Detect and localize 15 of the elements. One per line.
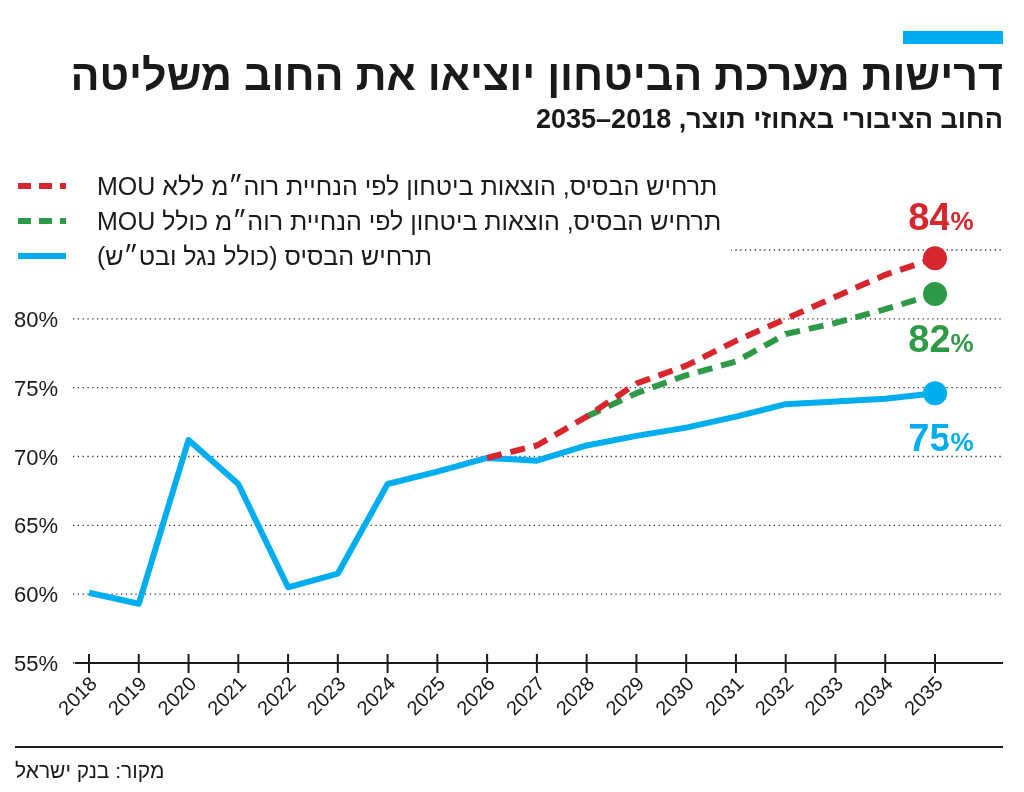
chart-title: דרישות מערכת הביטחון יוציאו את החוב משליטה <box>70 51 1003 99</box>
y-tick-label: 75% <box>13 375 58 401</box>
text: מקור: בנק ישראל <box>15 759 165 782</box>
y-tick-label: 55% <box>13 651 58 676</box>
y-tick-label: 80% <box>13 306 58 332</box>
y-tick-label: 65% <box>13 513 58 539</box>
y-tick-label: 60% <box>13 582 58 608</box>
chart-subtitle: החוב הציבורי באחוזי תוצר, 2018–2035 <box>536 104 1003 134</box>
y-tick-label: 70% <box>13 444 58 470</box>
legend-label: תרחיש הבסיס (כולל נגל ובט״ש) <box>97 242 433 270</box>
data-label: 82% <box>908 318 974 361</box>
data-label: 84% <box>908 196 974 239</box>
legend-label: תרחיש הבסיס, הוצאות ביטחון לפי הנחיית רוה״מ ללא MOU <box>97 172 718 200</box>
data-label: 75% <box>908 417 974 460</box>
legend-label: תרחיש הבסיס, הוצאות ביטחון לפי הנחיית רוה״מ כולל MOU <box>97 207 722 235</box>
